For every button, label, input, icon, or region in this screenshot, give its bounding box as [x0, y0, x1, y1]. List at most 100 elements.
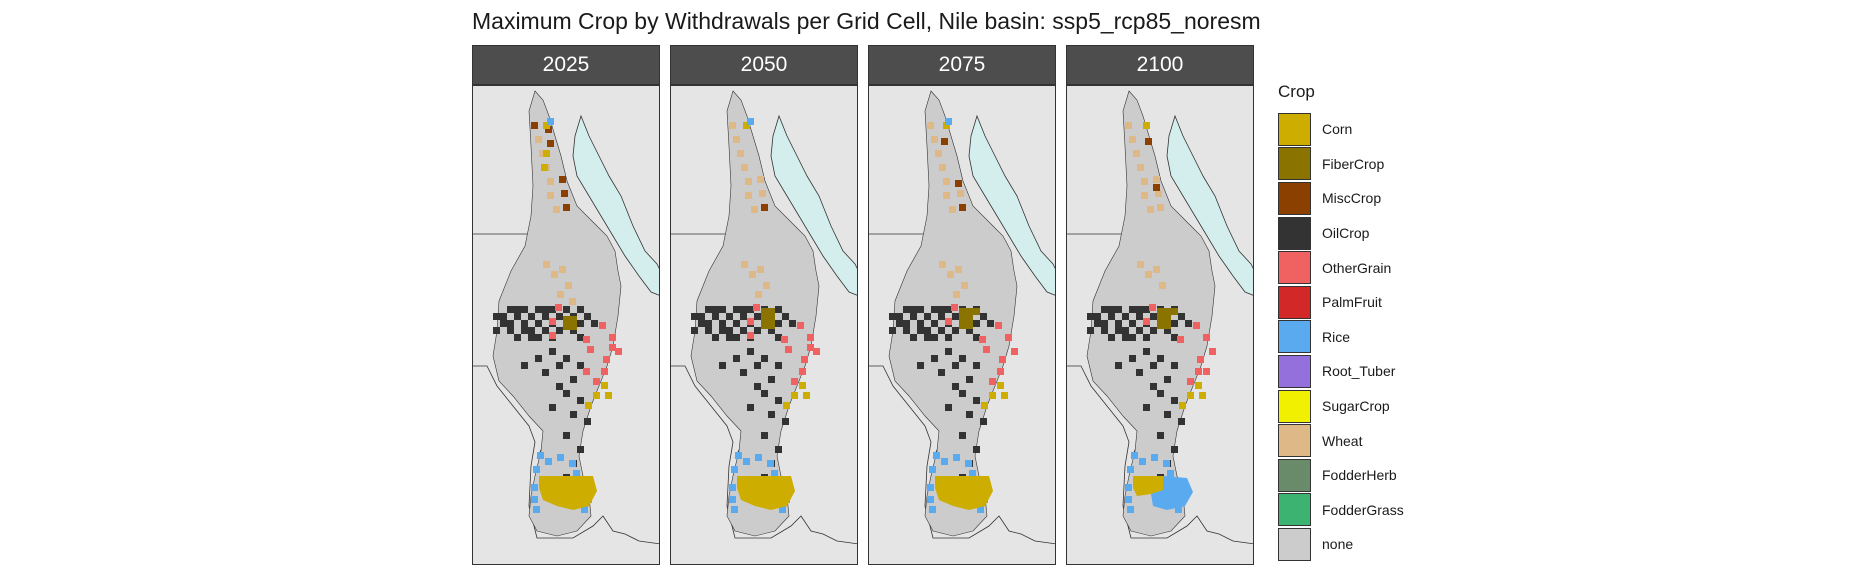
rice-cell	[1139, 458, 1146, 465]
legend-item: FodderHerb	[1278, 458, 1404, 493]
rice-cell	[929, 506, 936, 513]
wheat-cell	[1153, 176, 1160, 183]
oilcrop-cell	[1115, 320, 1122, 327]
rice-cell	[927, 496, 934, 503]
oilcrop-cell	[1122, 313, 1129, 320]
wheat-cell	[547, 178, 554, 185]
wheat-cell	[1137, 164, 1144, 171]
legend-title: Crop	[1278, 82, 1315, 101]
oilcrop-cell	[698, 320, 705, 327]
misccrop-cell	[941, 138, 948, 145]
wheat-cell	[565, 282, 572, 289]
rice-cell	[729, 496, 736, 503]
wheat-cell	[729, 122, 736, 129]
crop-grid-map	[869, 90, 1055, 545]
oilcrop-cell	[740, 313, 747, 320]
corn-cell	[1199, 392, 1206, 399]
legend-key-swatch	[1278, 493, 1311, 527]
othergrain-cell	[983, 346, 990, 353]
corn-cell	[543, 150, 550, 157]
oilcrop-cell	[549, 404, 556, 411]
oilcrop-cell	[521, 327, 528, 334]
oilcrop-cell	[733, 320, 740, 327]
oilcrop-cell	[1129, 306, 1136, 313]
wheat-cell	[943, 178, 950, 185]
rice-cell	[547, 118, 554, 125]
wheat-cell	[947, 271, 954, 278]
misccrop-cell	[1153, 184, 1160, 191]
othergrain-cell	[1187, 378, 1194, 385]
fibercrop-cell	[973, 308, 980, 315]
oilcrop-cell	[973, 320, 980, 327]
legend-key-swatch	[1278, 458, 1311, 492]
othergrain-cell	[1005, 334, 1012, 341]
oilcrop-cell	[768, 376, 775, 383]
oilcrop-cell	[747, 348, 754, 355]
misccrop-cell	[559, 176, 566, 183]
rice-cell	[545, 458, 552, 465]
oilcrop-cell	[1178, 418, 1185, 425]
oilcrop-cell	[924, 327, 931, 334]
oilcrop-cell	[938, 306, 945, 313]
fibercrop-cell	[768, 315, 775, 322]
corn-cell	[585, 402, 592, 409]
rice-cell	[779, 506, 786, 513]
facet-panel-2100: 2100	[1066, 45, 1254, 565]
oilcrop-cell	[910, 313, 917, 320]
facet-panel-2075: 2075	[868, 45, 1056, 565]
oilcrop-cell	[591, 320, 598, 327]
wheat-cell	[1153, 266, 1160, 273]
wheat-cell	[759, 190, 766, 197]
basin-map	[1066, 85, 1254, 565]
oilcrop-cell	[514, 334, 521, 341]
othergrain-cell	[997, 368, 1004, 375]
oilcrop-cell	[945, 404, 952, 411]
facet-panel-2025: 2025	[472, 45, 660, 565]
corn-cell	[943, 122, 950, 129]
fibercrop-cell	[761, 308, 768, 315]
crop-grid-map	[671, 90, 857, 545]
country-border	[671, 232, 732, 235]
oilcrop-cell	[938, 313, 945, 320]
legend-key-swatch	[1278, 424, 1311, 458]
oilcrop-cell	[1157, 355, 1164, 362]
wheat-cell	[733, 136, 740, 143]
rice-cell	[731, 466, 738, 473]
othergrain-cell	[1193, 322, 1200, 329]
wheat-cell	[949, 206, 956, 213]
oilcrop-cell	[493, 327, 500, 334]
othergrain-cell	[1203, 334, 1210, 341]
rice-cell	[953, 454, 960, 461]
oilcrop-cell	[528, 334, 535, 341]
wheat-cell	[1155, 190, 1162, 197]
othergrain-cell	[583, 336, 590, 343]
corn-cell	[799, 382, 806, 389]
wheat-cell	[943, 192, 950, 199]
othergrain-cell	[945, 318, 952, 325]
oilcrop-cell	[1171, 446, 1178, 453]
rice-cell	[743, 458, 750, 465]
oilcrop-cell	[952, 383, 959, 390]
wheat-cell	[745, 178, 752, 185]
othergrain-cell	[807, 334, 814, 341]
oilcrop-cell	[556, 383, 563, 390]
corn-cell	[989, 392, 996, 399]
oilcrop-cell	[1150, 313, 1157, 320]
oilcrop-cell	[514, 306, 521, 313]
oilcrop-cell	[1101, 327, 1108, 334]
misccrop-cell	[561, 190, 568, 197]
oilcrop-cell	[966, 327, 973, 334]
oilcrop-cell	[1129, 334, 1136, 341]
legend-label: Wheat	[1322, 432, 1363, 449]
legend-key-swatch	[1278, 354, 1311, 388]
oilcrop-cell	[761, 355, 768, 362]
rice-cell	[755, 454, 762, 461]
oilcrop-cell	[896, 313, 903, 320]
corn-region	[539, 476, 597, 510]
rice-cell	[533, 466, 540, 473]
rice-cell	[977, 506, 984, 513]
oilcrop-cell	[577, 306, 584, 313]
oilcrop-cell	[1171, 362, 1178, 369]
legend-key-swatch	[1278, 147, 1311, 181]
wheat-cell	[539, 150, 546, 157]
